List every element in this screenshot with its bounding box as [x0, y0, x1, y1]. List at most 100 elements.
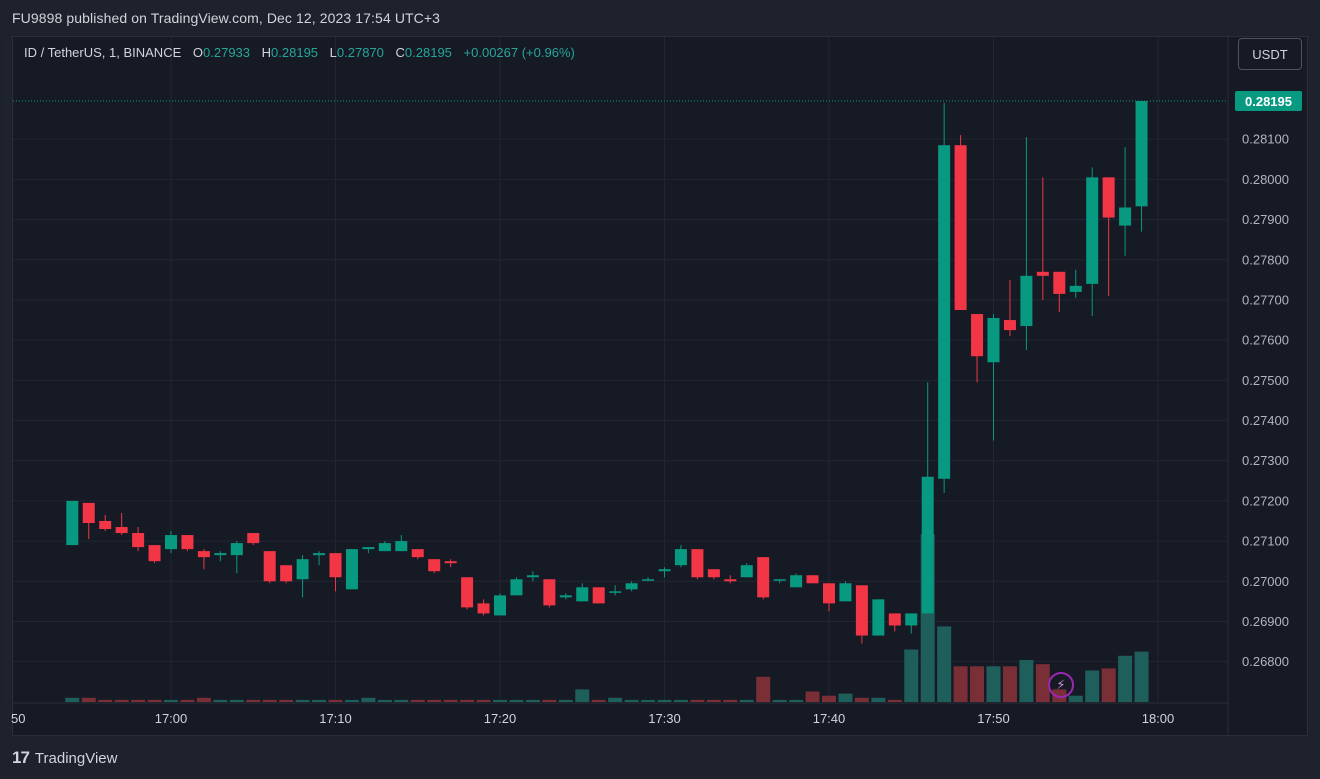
candle-body: [411, 549, 424, 558]
legend-high-label: H: [261, 45, 272, 60]
candle-body: [773, 579, 786, 581]
volume-bar: [262, 699, 277, 702]
legend-low-label: L: [329, 45, 337, 60]
volume-bar: [394, 699, 409, 702]
volume-bar: [1002, 666, 1017, 702]
candle-body: [576, 587, 589, 602]
volume-bar: [542, 699, 557, 702]
candle-body: [395, 541, 408, 552]
time-axis[interactable]: 50 17:00 17:10 17:20 17:30 17:40 17:50 18:00: [11, 711, 1174, 726]
candle-body: [823, 583, 835, 604]
published-line: FU9898 published on TradingView.com, Dec…: [12, 10, 441, 26]
y-tick-label: 0.28000: [1242, 172, 1289, 187]
candle-body: [592, 587, 605, 604]
volume-bar: [756, 676, 771, 702]
volume-bar: [608, 697, 623, 702]
candle-body: [247, 533, 260, 544]
volume-bar: [822, 695, 836, 702]
candle-body: [888, 613, 901, 626]
candle-body: [230, 543, 243, 556]
symbol-legend[interactable]: ID / TetherUS, 1, BINANCE O0.27933 H0.28…: [24, 45, 575, 60]
x-tick-label: 17:10: [319, 711, 352, 726]
volume-bar: [739, 699, 754, 702]
volume-bar: [641, 699, 656, 702]
candle-body: [313, 553, 326, 556]
candle-body: [345, 549, 358, 590]
candles: [66, 101, 1148, 644]
tradingview-logo-mark: 17: [12, 748, 30, 767]
y-tick-label: 0.27800: [1242, 252, 1289, 267]
x-tick-label: 17:30: [648, 711, 681, 726]
volume-bar: [723, 699, 738, 702]
volume-bar: [805, 691, 820, 702]
candle-body: [707, 569, 720, 578]
y-tick-label: 0.26800: [1242, 654, 1289, 669]
volume-bar: [312, 699, 327, 702]
candle-body: [82, 502, 95, 523]
candle-body: [625, 583, 638, 590]
volume-bar: [460, 699, 475, 702]
flash-icon[interactable]: ⚡: [1048, 672, 1074, 698]
price-axis[interactable]: 0.28100 0.28000 0.27900 0.27800 0.27700 0.276…: [1235, 91, 1302, 669]
volume-bar: [328, 699, 343, 702]
volume-bar: [410, 699, 425, 702]
chart-panel[interactable]: [12, 36, 1308, 736]
candle-body: [609, 591, 622, 593]
candle-body: [296, 559, 309, 580]
candle-body: [839, 583, 852, 602]
candle-body: [263, 551, 276, 582]
volume-bar: [525, 699, 540, 702]
legend-high-value: 0.28195: [271, 45, 319, 60]
volume-bar: [986, 666, 1001, 702]
candle-body: [954, 145, 967, 310]
legend-symbol: ID / TetherUS, 1, BINANCE: [24, 45, 182, 60]
x-tick-label: 18:00: [1142, 711, 1175, 726]
volume-bar: [361, 697, 376, 702]
candle-body: [428, 559, 441, 572]
legend-change: +0.00267 (+0.96%): [463, 45, 575, 60]
candle-body: [329, 553, 342, 578]
volume-bar: [164, 699, 178, 702]
candle-body: [658, 569, 671, 572]
x-tick-label: 50: [11, 711, 25, 726]
volume-bar: [657, 699, 672, 702]
candle-body: [165, 535, 177, 550]
volume-bar: [673, 699, 688, 702]
candle-body: [674, 549, 687, 566]
legend-low-value: 0.27870: [336, 45, 384, 60]
volume-bar: [1134, 651, 1149, 702]
candle-body: [181, 535, 194, 550]
last-price-tag[interactable]: [1235, 91, 1302, 111]
volume-bar: [1101, 668, 1116, 702]
candle-body: [1003, 320, 1016, 331]
y-tick-label: 0.27000: [1242, 574, 1289, 589]
legend-open-label: O: [192, 45, 204, 60]
volume-bar: [295, 699, 310, 702]
tradingview-logo[interactable]: 17 TradingView: [12, 748, 117, 768]
volume-bar: [789, 699, 804, 702]
volume-bar: [476, 699, 491, 702]
candle-body: [806, 575, 819, 584]
grid-lines: [6, 37, 1229, 737]
legend-close-label: C: [395, 45, 405, 60]
y-tick-label: 0.27600: [1242, 333, 1289, 348]
volume-bar: [180, 699, 195, 702]
volume-bar: [772, 699, 787, 702]
candle-body: [280, 565, 293, 582]
volume-bar: [427, 699, 442, 702]
volume-bar: [953, 666, 968, 702]
y-tick-label: 0.27900: [1242, 212, 1289, 227]
volume-bar: [970, 666, 985, 702]
candle-body: [1069, 285, 1082, 292]
volume-bar: [1019, 660, 1034, 702]
legend-close-value: 0.28195: [404, 45, 452, 60]
candle-body: [444, 561, 457, 564]
candle-body: [132, 533, 145, 548]
volume-bar: [558, 699, 573, 702]
volume-bar: [377, 699, 392, 702]
volume-bar: [279, 699, 294, 702]
volume-bar: [147, 699, 162, 702]
currency-button[interactable]: USDT: [1238, 38, 1302, 70]
volume-bar: [81, 697, 96, 702]
